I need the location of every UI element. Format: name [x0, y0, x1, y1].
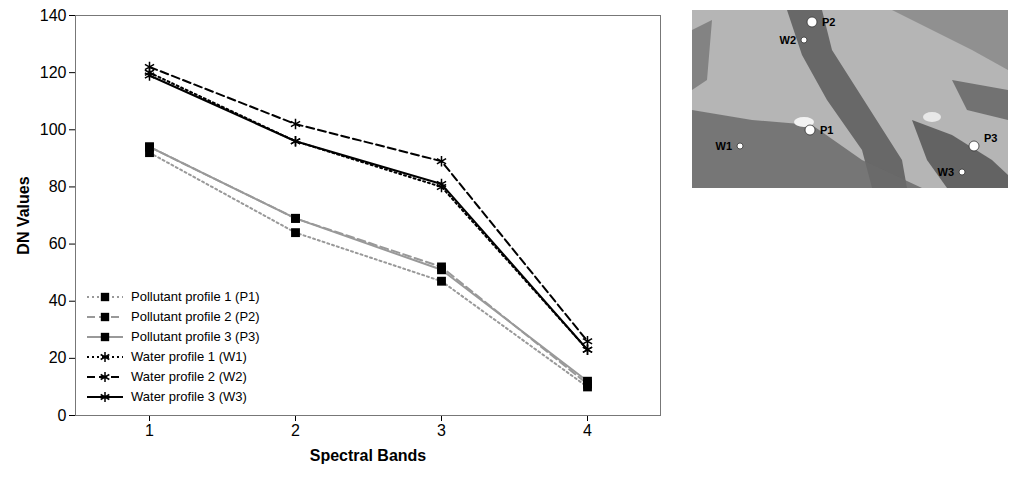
svg-text:P2: P2 — [822, 16, 835, 28]
html-text:Water profile 3 (W3): Water profile 3 (W3) — [131, 389, 247, 404]
svg-text:20: 20 — [49, 349, 67, 366]
svg-text:0: 0 — [58, 407, 67, 424]
svg-text:DN Values: DN Values — [15, 176, 32, 254]
svg-text:4: 4 — [583, 422, 592, 439]
html-text:Pollutant profile 2 (P2): Pollutant profile 2 (P2) — [131, 309, 260, 324]
svg-text:W2: W2 — [780, 34, 797, 46]
svg-text:1: 1 — [145, 422, 154, 439]
svg-text:Spectral Bands: Spectral Bands — [310, 447, 427, 464]
svg-text:100: 100 — [40, 121, 67, 138]
html-text:Pollutant profile 3 (P3): Pollutant profile 3 (P3) — [131, 329, 260, 344]
html-text:Water profile 2 (W2): Water profile 2 (W2) — [131, 369, 247, 384]
svg-text:60: 60 — [49, 235, 67, 252]
svg-text:W1: W1 — [716, 140, 733, 152]
html-text:Pollutant profile 1 (P1): Pollutant profile 1 (P1) — [131, 289, 260, 304]
svg-text:P3: P3 — [984, 132, 997, 144]
html-text:Water profile 1 (W1): Water profile 1 (W1) — [131, 349, 247, 364]
svg-text:2: 2 — [291, 422, 300, 439]
svg-text:140: 140 — [40, 7, 67, 24]
svg-text:80: 80 — [49, 178, 67, 195]
svg-text:40: 40 — [49, 292, 67, 309]
svg-text:3: 3 — [437, 422, 446, 439]
svg-text:W3: W3 — [938, 166, 955, 178]
svg-text:P1: P1 — [820, 124, 833, 136]
svg-text:120: 120 — [40, 64, 67, 81]
